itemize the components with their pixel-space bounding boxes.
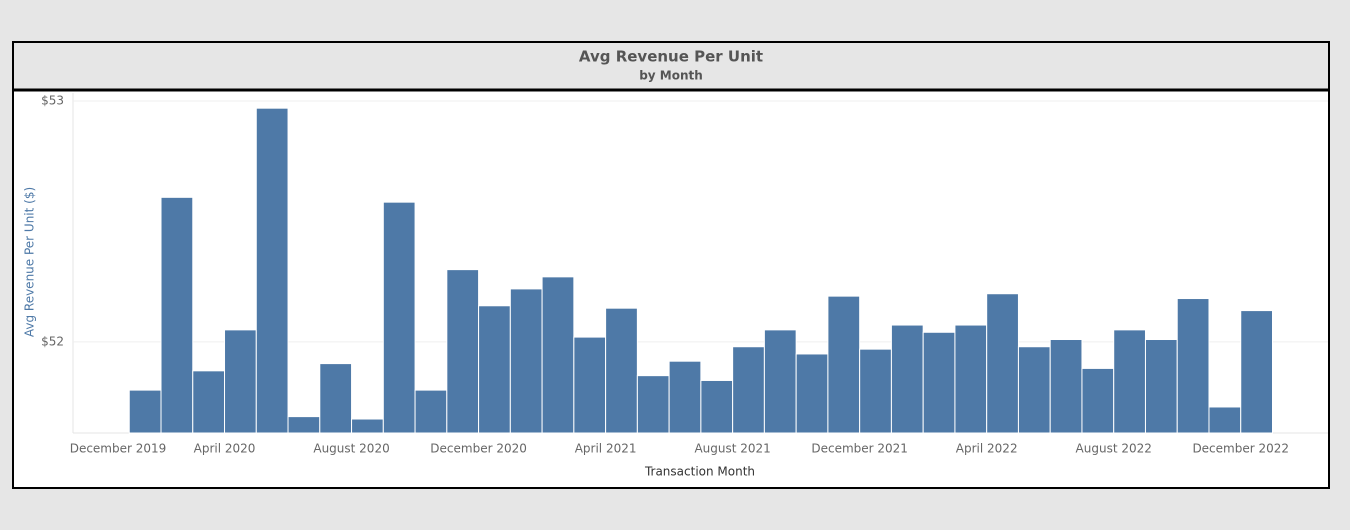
- chart-subtitle: by Month: [639, 69, 703, 83]
- bar: [478, 305, 511, 434]
- bar: [986, 293, 1019, 434]
- y-axis-label: Avg Revenue Per Unit ($): [23, 187, 37, 337]
- bar: [1176, 298, 1210, 434]
- x-tick-label: August 2022: [1076, 442, 1152, 456]
- bar: [414, 389, 448, 434]
- chart-title: Avg Revenue Per Unit: [579, 48, 763, 66]
- bar: [509, 288, 543, 434]
- bar: [605, 307, 638, 434]
- bar: [446, 269, 480, 434]
- bar: [160, 196, 194, 434]
- bar: [795, 353, 829, 434]
- bar: [922, 331, 956, 434]
- bar: [700, 379, 734, 434]
- bar: [192, 370, 226, 434]
- x-tick-label: August 2020: [313, 442, 389, 456]
- y-tick-label: $53: [41, 93, 64, 107]
- bar: [541, 276, 575, 434]
- bar: [224, 329, 257, 434]
- bar: [351, 418, 384, 434]
- bar: [763, 329, 797, 434]
- x-axis-label: Transaction Month: [644, 465, 755, 479]
- bar: [1017, 346, 1051, 434]
- x-tick-label: December 2020: [430, 442, 527, 456]
- bar: [1049, 339, 1083, 434]
- bar: [954, 324, 988, 434]
- x-tick-label: December 2022: [1192, 442, 1289, 456]
- bar: [1113, 329, 1146, 434]
- bar: [573, 336, 607, 434]
- header: [14, 43, 1328, 89]
- bar: [827, 295, 861, 434]
- bar: [1081, 367, 1115, 434]
- bar: [128, 389, 162, 434]
- x-tick-label: April 2022: [956, 442, 1018, 456]
- bar: [382, 201, 416, 434]
- bar: [668, 360, 702, 434]
- x-tick-label: April 2021: [575, 442, 637, 456]
- bar: [732, 346, 765, 434]
- x-tick-label: December 2019: [70, 442, 167, 456]
- bar: [1240, 310, 1274, 434]
- bar: [636, 375, 670, 434]
- bar: [1208, 406, 1242, 434]
- x-tick-label: December 2021: [811, 442, 908, 456]
- x-tick-label: August 2021: [694, 442, 770, 456]
- bar: [319, 363, 353, 434]
- x-tick-label: April 2020: [194, 442, 256, 456]
- bar: [1144, 339, 1178, 434]
- bar: [890, 324, 924, 434]
- y-tick-label: $52: [41, 334, 64, 348]
- bar: [255, 107, 289, 434]
- bar: [859, 348, 892, 434]
- bar: [287, 416, 321, 434]
